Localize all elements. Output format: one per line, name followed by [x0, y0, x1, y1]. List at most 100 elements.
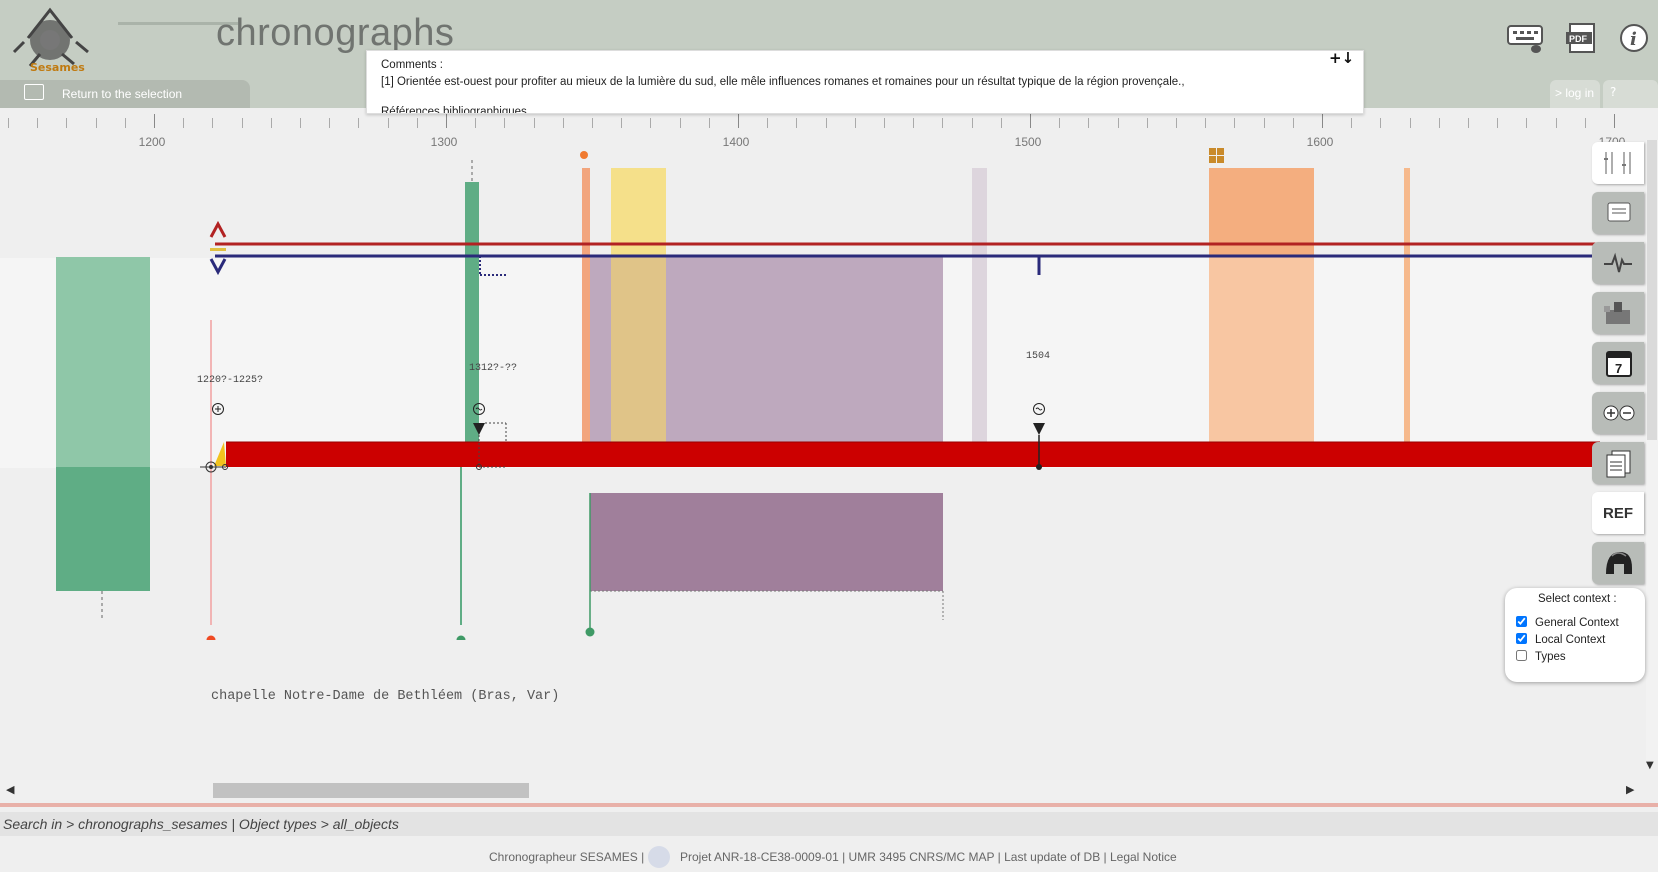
footer-left-text: Chronographeur SESAMES | [489, 850, 645, 864]
login-tab[interactable] [1550, 80, 1600, 108]
calendar-icon: 7 [1606, 351, 1632, 377]
approx-circle-icon[interactable] [1033, 403, 1045, 415]
green-dot[interactable] [456, 635, 466, 641]
down-triangle-icon[interactable] [1033, 423, 1045, 435]
scroll-left-icon[interactable]: ◀ [6, 783, 15, 796]
help-tab[interactable] [1603, 80, 1658, 108]
ruler-tick [1322, 114, 1323, 128]
divider [0, 803, 1658, 807]
search-breadcrumb-bar [0, 812, 1658, 836]
ruler-label: 1400 [722, 135, 750, 149]
clipboard-icon [24, 84, 44, 100]
orange-thin-bar[interactable] [582, 168, 590, 467]
blue-caret-icon [209, 258, 227, 276]
red-dot[interactable] [206, 635, 216, 641]
login-label[interactable]: > log in [1555, 86, 1595, 100]
types-checkbox[interactable] [1516, 650, 1527, 661]
return-label: Return to the selection [62, 87, 183, 101]
ruler-tick [387, 118, 389, 128]
calendar-number: 7 [1615, 361, 1622, 376]
ruler-tick [95, 118, 97, 128]
sesames-logo-icon[interactable] [10, 2, 94, 74]
title-underline [118, 22, 238, 25]
ref-button[interactable] [1592, 492, 1644, 534]
purple-period-block-lower[interactable] [590, 493, 943, 591]
ruler-tick [533, 118, 535, 128]
down-triangle-icon[interactable] [473, 423, 485, 435]
ruler-tick [971, 118, 973, 128]
ruler-label: 1600 [1306, 135, 1334, 149]
orange-thin-bar[interactable] [1404, 168, 1410, 467]
horizontal-scroll-thumb[interactable] [213, 783, 529, 798]
ruler-label: 1300 [430, 135, 458, 149]
scroll-right-icon[interactable]: ▶ [1626, 783, 1635, 796]
ruler-tick [1176, 118, 1177, 128]
general-context-label: General Context [1535, 617, 1619, 629]
site-label: chapelle Notre-Dame de Bethléem (Bras, V… [211, 689, 560, 704]
footer-right-text[interactable]: Projet ANR-18-CE38-0009-01 | UMR 3495 CN… [680, 850, 1177, 864]
ruler-tick [1409, 118, 1411, 128]
orange-dot[interactable] [580, 151, 588, 159]
main-red-bar[interactable] [226, 442, 1600, 467]
cnrs-logo-icon [648, 846, 670, 868]
ruler-tick [124, 118, 126, 128]
green-period-block[interactable] [56, 257, 150, 467]
vertical-scroll-thumb[interactable] [1647, 140, 1657, 440]
ruler-tick [475, 118, 477, 128]
svg-text:i: i [1630, 29, 1637, 50]
ruler-tick [1000, 118, 1002, 128]
ruler-tick [1205, 118, 1207, 128]
footer [0, 836, 1658, 872]
context-option-local[interactable]: Local Context [1516, 633, 1605, 646]
ruler-tick [1351, 118, 1353, 128]
scroll-down-icon[interactable]: ▼ [1646, 760, 1654, 771]
grid-square-icon[interactable] [1209, 148, 1224, 163]
ruler-tick [621, 118, 623, 128]
green-dot[interactable] [585, 627, 595, 637]
pulse-button[interactable] [1592, 242, 1644, 284]
app-title: chronographs [216, 12, 455, 54]
general-context-checkbox[interactable] [1516, 616, 1527, 627]
ruler-tick [913, 118, 915, 128]
context-panel [1505, 588, 1645, 682]
ruler-tick [1555, 118, 1557, 128]
context-option-general[interactable]: General Context [1516, 616, 1619, 629]
ruler-tick [154, 114, 155, 128]
grey-thin-bar[interactable] [972, 168, 987, 467]
pdf-icon[interactable]: PDF [1562, 22, 1604, 54]
ruler-tick [183, 118, 185, 128]
ruler-tick [1438, 118, 1440, 128]
search-breadcrumb[interactable]: Search in > chronographs_sesames | Objec… [3, 816, 399, 832]
ruler-tick [562, 118, 564, 128]
ruler-tick [329, 118, 331, 128]
green-period-block-lower[interactable] [56, 467, 150, 591]
ruler-tick [1380, 118, 1382, 128]
plus-circle-icon[interactable] [212, 403, 224, 415]
ruler-tick [738, 114, 739, 128]
ruler-tick [1468, 118, 1469, 128]
approx-circle-icon[interactable] [473, 403, 485, 415]
columns-icon [1604, 152, 1631, 174]
ruler-tick [1584, 118, 1586, 128]
ruler-label: 1200 [138, 135, 166, 149]
ruler-tick [825, 118, 827, 128]
date-label: 1312?-?? [469, 363, 518, 374]
ruler-tick [767, 118, 769, 128]
ruler-tick [504, 118, 506, 128]
context-option-types[interactable]: Types [1516, 650, 1566, 663]
expand-icon[interactable]: +↓ [1329, 50, 1355, 67]
documents-icon [1606, 450, 1631, 478]
logo-label: Sesames [30, 61, 85, 74]
info-icon[interactable]: i [1614, 22, 1656, 54]
help-label[interactable]: ? [1610, 85, 1617, 99]
ruler-tick [8, 118, 9, 128]
ruler-tick [650, 118, 652, 128]
green-thin-bar[interactable] [465, 182, 479, 467]
keyboard-mouse-icon[interactable] [1506, 22, 1548, 54]
local-context-checkbox[interactable] [1516, 633, 1527, 644]
clipboard-icon [1607, 202, 1631, 222]
columns-button[interactable] [1592, 142, 1644, 184]
ruler-tick [1146, 118, 1148, 128]
ruler-tick [796, 118, 798, 128]
ruler-tick [416, 118, 418, 128]
